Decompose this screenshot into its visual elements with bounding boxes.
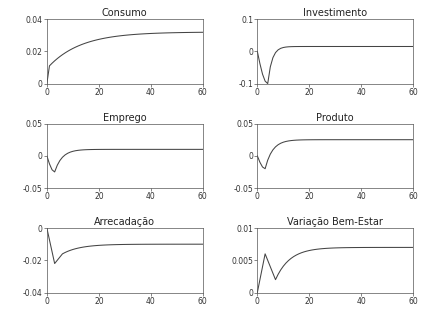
Title: Investimento: Investimento: [303, 8, 367, 18]
Title: Consumo: Consumo: [102, 8, 148, 18]
Title: Produto: Produto: [317, 113, 354, 123]
Title: Emprego: Emprego: [103, 113, 147, 123]
Title: Arrecadação: Arrecadação: [94, 217, 155, 227]
Title: Variação Bem-Estar: Variação Bem-Estar: [287, 217, 383, 227]
